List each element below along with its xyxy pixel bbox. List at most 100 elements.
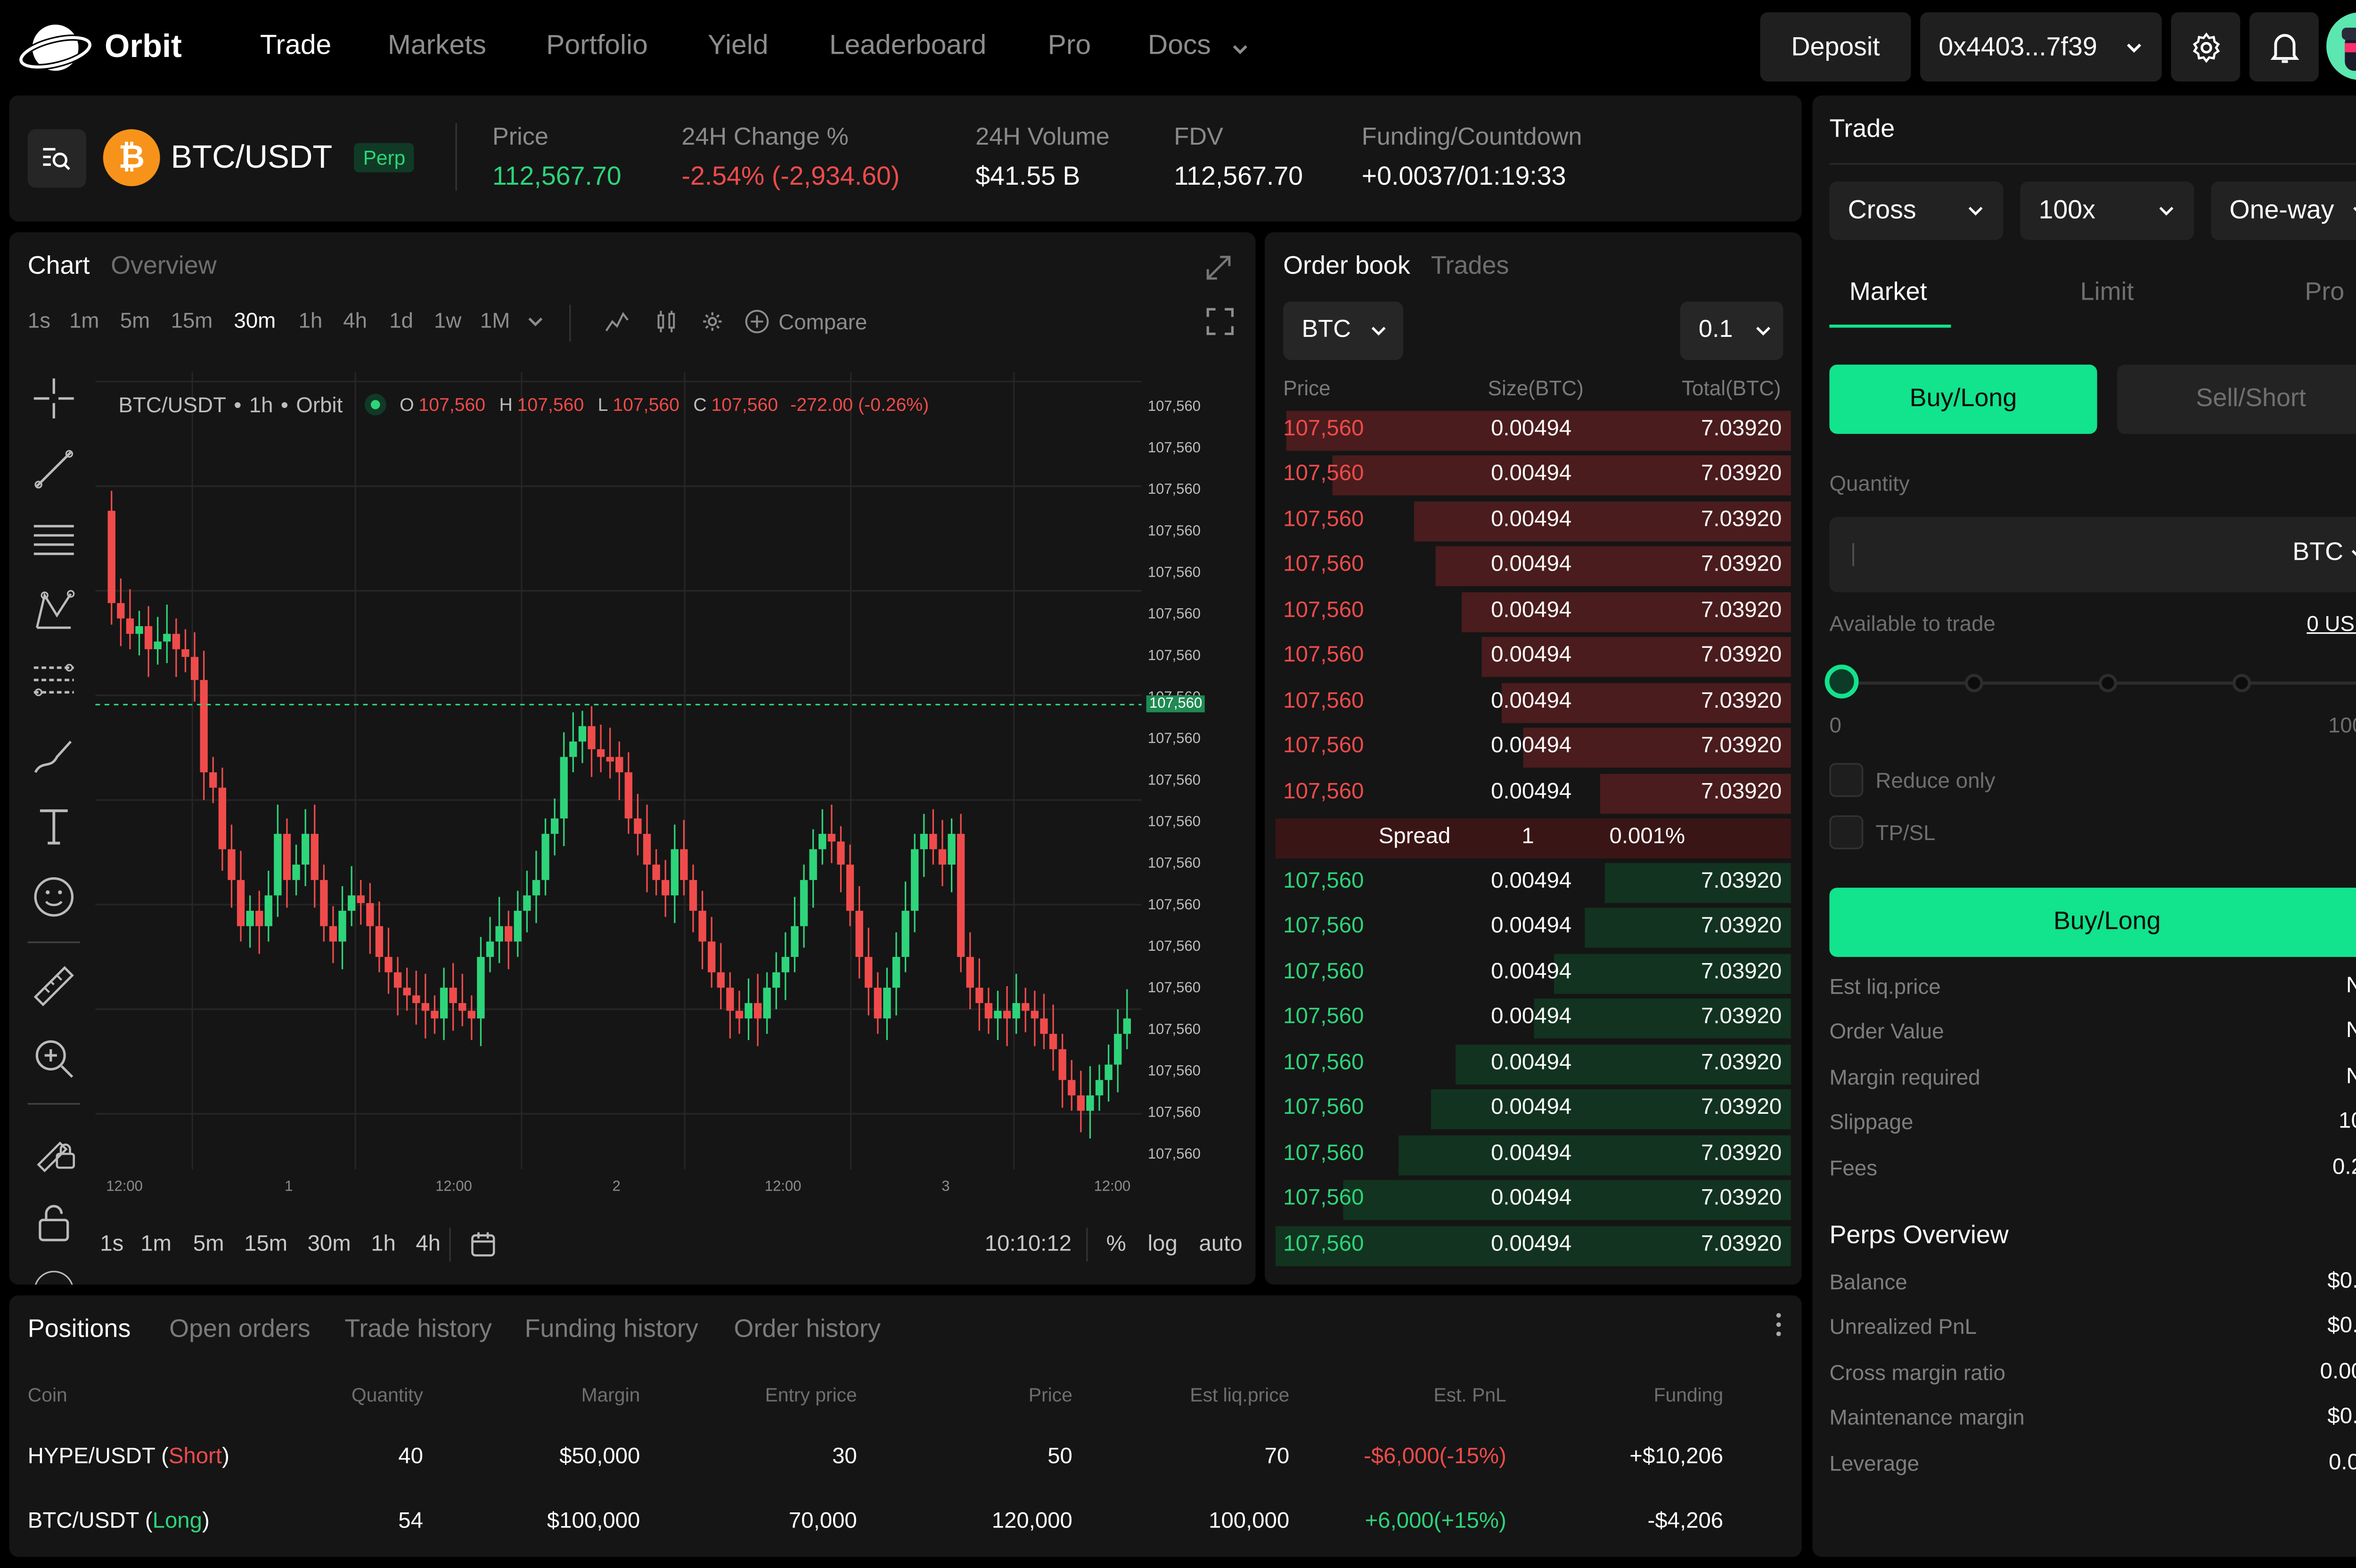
tab-overview[interactable]: Overview [111,252,217,280]
quantity-input[interactable]: BTC [1829,517,2356,593]
settings-button[interactable] [2171,12,2241,82]
range-1m[interactable]: 1m [140,1232,172,1257]
nav-trade[interactable]: Trade [260,29,332,60]
orderbook-bid-row[interactable]: 107,560 0.00494 7.03920 [1276,908,1791,948]
text-tool-icon[interactable] [31,803,77,849]
orderbook-bid-row[interactable]: 107,560 0.00494 7.03920 [1276,863,1791,903]
candle-type-icon[interactable] [654,309,679,334]
orderbook-ask-row[interactable]: 107,560 0.00494 7.03920 [1276,773,1791,814]
tab-trade-history[interactable]: Trade history [344,1315,492,1343]
market-search-button[interactable] [27,129,86,188]
deposit-button[interactable]: Deposit [1760,12,1911,82]
orderbook-ask-row[interactable]: 107,560 0.00494 7.03920 [1276,410,1791,451]
orderbook-ask-row[interactable]: 107,560 0.00494 7.03920 [1276,637,1791,678]
nav-leaderboard[interactable]: Leaderboard [829,29,987,60]
tab-limit[interactable]: Limit [2080,278,2134,306]
expand-icon[interactable] [1203,253,1234,283]
nav-portfolio[interactable]: Portfolio [546,29,648,60]
timeframe-4h[interactable]: 4h [343,308,368,333]
candlestick-chart[interactable] [95,372,1142,1169]
lock-drawings-icon[interactable] [31,1126,77,1173]
orderbook-asset-select[interactable]: BTC [1283,301,1403,360]
calendar-icon[interactable] [469,1231,497,1258]
timeframe-5m[interactable]: 5m [120,308,150,333]
nav-markets[interactable]: Markets [387,29,486,60]
position-coin[interactable]: HYPE/USDT (Short) [27,1445,229,1470]
tpsl-checkbox[interactable] [1829,815,1864,849]
nav-pro[interactable]: Pro [1047,29,1091,60]
avatar[interactable] [2326,12,2356,80]
orderbook-bid-row[interactable]: 107,560 0.00494 7.03920 [1276,954,1791,994]
orderbook-ask-row[interactable]: 107,560 0.00494 7.03920 [1276,547,1791,587]
unlock-icon[interactable] [31,1200,77,1246]
brush-icon[interactable] [31,732,77,778]
timeframe-1w[interactable]: 1w [434,308,462,333]
reduce-only-label[interactable]: Reduce only [1875,768,1996,792]
orderbook-bid-row[interactable]: 107,560 0.00494 7.03920 [1276,999,1791,1039]
tab-trades[interactable]: Trades [1431,252,1509,280]
tools-more-icon[interactable] [33,1271,74,1285]
orderbook-bid-row[interactable]: 107,560 0.00494 7.03920 [1275,1225,1791,1266]
timeframe-15m[interactable]: 15m [171,308,213,333]
compare-button[interactable]: Compare [778,309,867,334]
fib-retracement-icon[interactable] [31,659,77,705]
notifications-button[interactable] [2249,12,2319,82]
crosshair-icon[interactable] [31,376,77,422]
position-coin[interactable]: BTC/USDT (Long) [27,1509,210,1534]
ticker-pair[interactable]: BTC/USDT [171,140,333,176]
tab-pro[interactable]: Pro [2305,278,2345,306]
orderbook-ask-row[interactable]: 107,560 0.00494 7.03920 [1276,727,1791,768]
leverage-select[interactable]: 100x [2020,181,2194,240]
scale-log[interactable]: log [1147,1232,1178,1257]
brand-logo[interactable] [17,16,93,80]
tab-orderbook[interactable]: Order book [1283,252,1410,280]
timeframe-1h[interactable]: 1h [298,308,323,333]
orderbook-ask-row[interactable]: 107,560 0.00494 7.03920 [1276,501,1791,542]
scale-percent[interactable]: % [1106,1232,1126,1257]
range-1s[interactable]: 1s [100,1232,124,1257]
indicators-icon[interactable] [605,309,629,334]
range-15m[interactable]: 15m [244,1232,288,1257]
orderbook-bid-row[interactable]: 107,560 0.00494 7.03920 [1276,1044,1791,1085]
tab-order-history[interactable]: Order history [734,1315,881,1343]
size-slider[interactable] [1824,664,2356,700]
margin-mode-select[interactable]: Cross [1829,181,2004,240]
tab-open-orders[interactable]: Open orders [169,1315,311,1343]
orderbook-bid-row[interactable]: 107,560 0.00494 7.03920 [1276,1180,1791,1220]
orderbook-bid-row[interactable]: 107,560 0.00494 7.03920 [1276,1135,1791,1175]
slider-handle[interactable] [1824,664,1859,699]
nav-yield[interactable]: Yield [708,29,769,60]
ruler-icon[interactable] [31,963,77,1009]
reduce-only-checkbox[interactable] [1829,763,1864,797]
timeframe-1s[interactable]: 1s [27,308,51,333]
zoom-in-icon[interactable] [31,1036,77,1082]
submit-order-button[interactable]: Buy/Long [1829,888,2356,957]
chevron-down-icon[interactable] [526,314,545,329]
range-5m[interactable]: 5m [193,1232,224,1257]
range-1h[interactable]: 1h [371,1232,396,1257]
plus-circle-icon[interactable] [744,309,769,334]
orderbook-bid-row[interactable]: 107,560 0.00494 7.03920 [1276,1089,1791,1130]
wallet-button[interactable]: 0x4403...7f39 [1920,12,2162,82]
tab-chart[interactable]: Chart [27,252,90,280]
orderbook-ask-row[interactable]: 107,560 0.00494 7.03920 [1276,682,1791,723]
orderbook-ask-row[interactable]: 107,560 0.00494 7.03920 [1276,592,1791,632]
scale-auto[interactable]: auto [1199,1232,1243,1257]
nav-docs[interactable]: Docs [1147,29,1211,60]
tpsl-label[interactable]: TP/SL [1875,820,1936,845]
chart-settings-gear-icon[interactable] [700,309,725,334]
quantity-unit[interactable]: BTC [2292,538,2344,566]
horizontal-lines-icon[interactable] [31,517,77,563]
more-vertical-icon[interactable] [1773,1311,1785,1339]
orderbook-ask-row[interactable]: 107,560 0.00494 7.03920 [1276,456,1791,496]
timeframe-30m[interactable]: 30m [234,308,276,333]
emoji-icon[interactable] [31,874,77,920]
timeframe-1d[interactable]: 1d [389,308,413,333]
side-sell-button[interactable]: Sell/Short [2117,364,2356,434]
tab-funding-history[interactable]: Funding history [524,1315,698,1343]
side-buy-button[interactable]: Buy/Long [1829,364,2097,434]
trend-line-icon[interactable] [31,446,77,492]
orderbook-step-select[interactable]: 0.1 [1680,301,1783,360]
position-mode-select[interactable]: One-way [2211,181,2356,240]
range-4h[interactable]: 4h [416,1232,441,1257]
